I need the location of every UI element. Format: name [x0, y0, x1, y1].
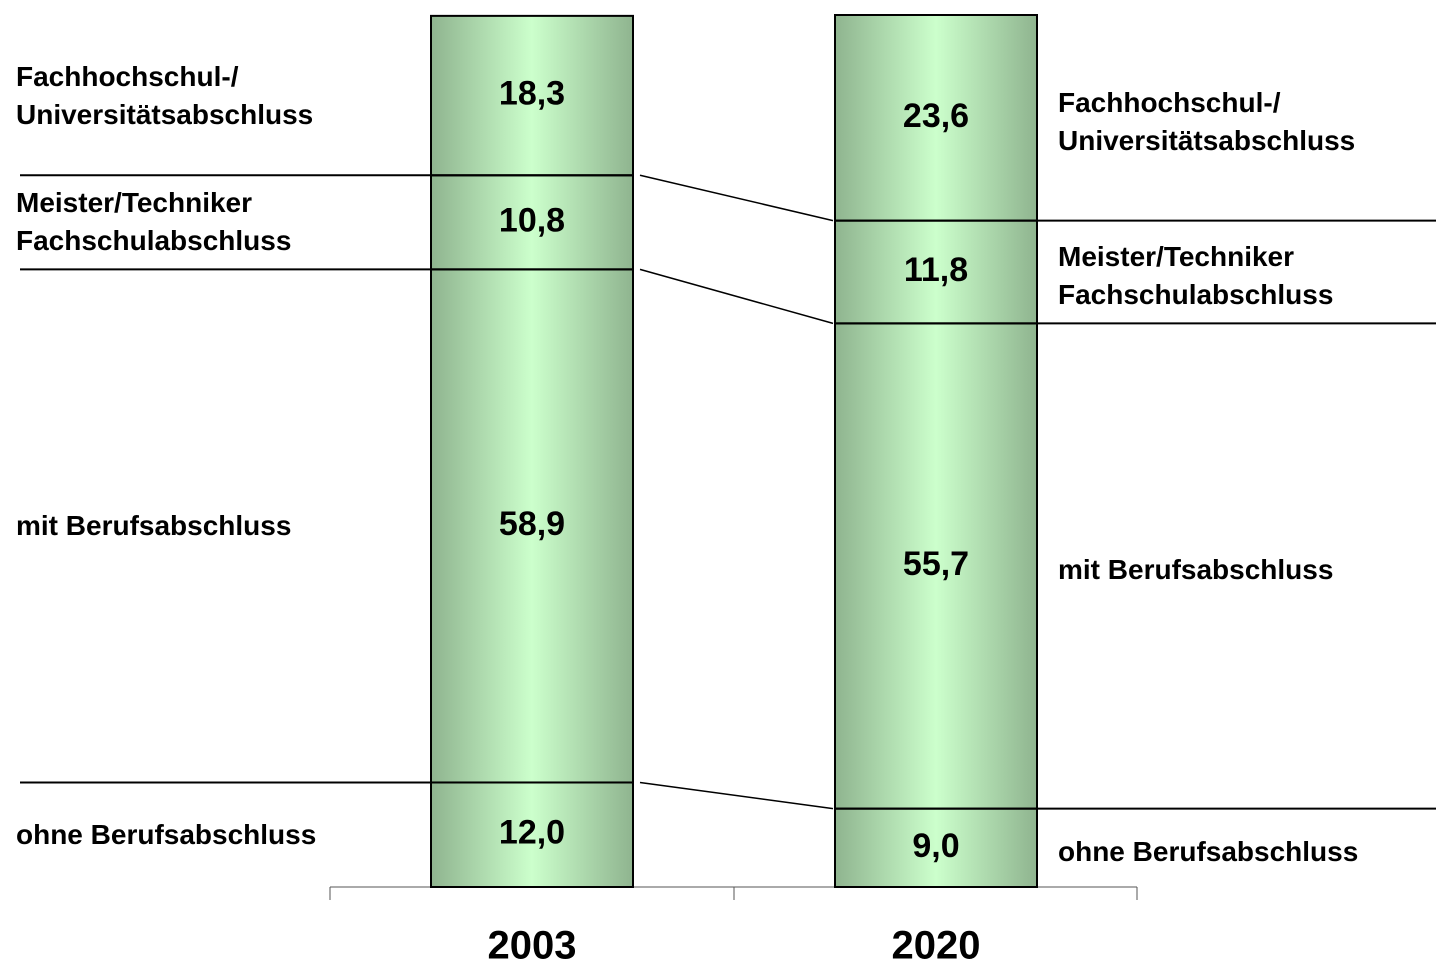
series-label: ohne Berufsabschluss — [16, 818, 317, 850]
value-label: 12,0 — [499, 814, 565, 852]
value-label: 18,3 — [499, 75, 565, 113]
series-label: Fachhochschul-/ Universitätsabschluss — [1058, 86, 1356, 156]
value-label: 55,7 — [903, 545, 969, 583]
bar-segment — [430, 268, 634, 784]
value-label: 23,6 — [903, 97, 969, 135]
value-label: 58,9 — [499, 505, 565, 543]
bar-segment — [834, 14, 1038, 222]
connector — [639, 268, 834, 325]
series-label: mit Berufsabschluss — [1058, 553, 1334, 585]
series-label: ohne Berufsabschluss — [1058, 835, 1359, 867]
connector — [639, 174, 834, 222]
series-label: mit Berufsabschluss — [16, 509, 292, 541]
bar-segment — [834, 219, 1038, 325]
series-label: Meister/Techniker Fachschulabschluss — [1058, 240, 1334, 310]
series-label: Fachhochschul-/ Universitätsabschluss — [16, 60, 314, 130]
bar-segment — [430, 174, 634, 271]
connector — [639, 781, 834, 810]
series-label: Meister/Techniker Fachschulabschluss — [16, 187, 292, 257]
x-tick-label: 2003 — [488, 924, 577, 966]
value-label: 10,8 — [499, 201, 565, 239]
x-tick-label: 2020 — [892, 924, 981, 966]
value-label: 9,0 — [912, 827, 959, 865]
value-label: 11,8 — [904, 251, 968, 289]
bar-segment — [430, 781, 634, 888]
bar-segment — [430, 14, 634, 177]
bar-segment — [834, 807, 1038, 888]
